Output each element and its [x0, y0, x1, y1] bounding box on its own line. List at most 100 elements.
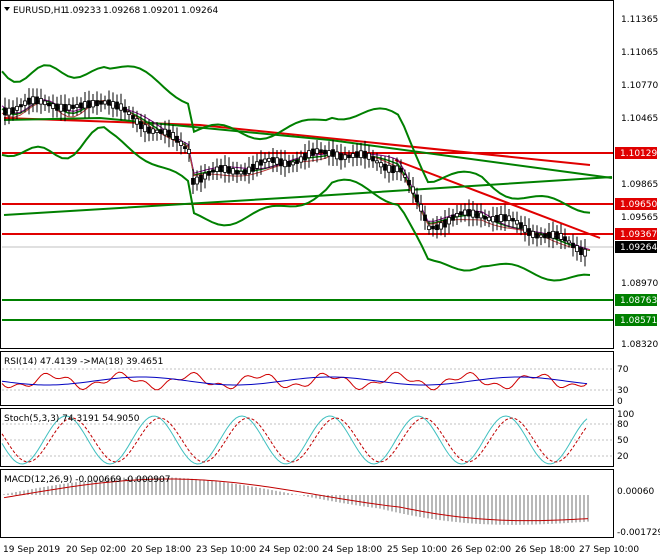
rsi-tick-0: 0	[617, 397, 623, 407]
candle	[239, 164, 243, 181]
candle-body	[539, 234, 543, 238]
candle	[567, 236, 571, 248]
candle-body	[563, 236, 567, 242]
main-price-plot[interactable]	[1, 64, 613, 321]
rsi-title: RSI(14) 47.4139 ->MA(18) 39.4651	[4, 357, 163, 367]
candle	[279, 149, 283, 175]
candle	[111, 92, 115, 118]
candle	[43, 94, 47, 111]
candle	[375, 152, 379, 171]
candle	[455, 205, 459, 226]
candle	[463, 203, 467, 222]
candle	[231, 161, 235, 181]
time-label: 20 Sep 18:00	[131, 545, 191, 555]
candle-body	[75, 104, 79, 108]
candle-body	[59, 103, 63, 112]
close-value: 1.09264	[181, 6, 218, 16]
candle	[271, 148, 275, 173]
candle	[519, 215, 523, 236]
candle-body	[239, 170, 243, 175]
candle	[31, 88, 35, 113]
candle	[427, 220, 431, 235]
candle	[275, 150, 279, 173]
candle-body	[235, 170, 239, 175]
rsi-plot[interactable]	[1, 368, 613, 391]
candle-body	[343, 154, 347, 160]
candle-body	[463, 209, 467, 216]
candle	[187, 141, 191, 162]
candle	[579, 240, 583, 263]
time-label: 26 Sep 02:00	[451, 545, 511, 555]
candle	[527, 218, 531, 246]
candle-body	[151, 128, 155, 134]
candle-body	[395, 165, 399, 173]
stoch-plot[interactable]	[1, 415, 613, 465]
candle-body	[515, 219, 519, 225]
candle	[359, 142, 363, 166]
candle	[479, 203, 483, 228]
price-tick: 1.11365	[621, 15, 658, 25]
candle	[447, 207, 451, 234]
candle	[475, 203, 479, 226]
price-tick: 1.09565	[621, 213, 658, 223]
candle	[559, 223, 563, 249]
candle	[103, 95, 107, 110]
candle	[363, 140, 367, 169]
candle-body	[51, 103, 55, 109]
triangle-down-icon[interactable]	[4, 7, 10, 11]
candle	[199, 165, 203, 192]
candle	[399, 159, 403, 181]
candle-body	[67, 104, 71, 111]
candle	[319, 142, 323, 161]
candle-body	[399, 167, 403, 173]
candle-body	[403, 174, 407, 178]
candle	[495, 207, 499, 231]
candle	[179, 132, 183, 155]
candle	[351, 144, 355, 167]
candle	[23, 93, 27, 113]
candle	[195, 170, 199, 191]
candle	[411, 177, 415, 203]
candle-body	[427, 225, 431, 230]
candle-body	[491, 216, 495, 223]
candle-body	[247, 166, 251, 174]
candle	[467, 199, 471, 227]
candle-body	[391, 165, 395, 174]
candle-body	[483, 215, 487, 220]
candle	[471, 201, 475, 227]
macd-plot[interactable]	[3, 477, 589, 525]
candle-body	[571, 242, 575, 248]
candle-body	[527, 228, 531, 236]
candle-body	[79, 102, 83, 109]
candle	[35, 88, 39, 113]
candle-body	[531, 230, 535, 238]
candle-body	[187, 148, 191, 154]
stoch-signal-line	[1, 417, 588, 463]
candle-body	[471, 209, 475, 218]
candle	[47, 96, 51, 113]
price-tick: 1.10770	[621, 81, 658, 91]
candle	[439, 216, 443, 236]
candle-body	[211, 169, 215, 173]
candle	[19, 98, 23, 114]
candle	[163, 120, 167, 144]
candle-body	[579, 247, 583, 255]
candle-body	[287, 161, 291, 167]
candle	[243, 162, 247, 182]
candle	[311, 142, 315, 162]
candle-body	[35, 96, 39, 105]
candle	[535, 225, 539, 247]
candle	[483, 209, 487, 226]
candle-body	[31, 96, 35, 105]
candle-body	[519, 222, 523, 229]
candle	[391, 157, 395, 181]
price-tick: 1.10465	[621, 114, 658, 124]
candle-body	[99, 100, 103, 105]
bollinger-upper	[1, 64, 591, 214]
stoch-tick-100: 100	[617, 410, 634, 420]
candle	[523, 216, 527, 242]
stoch-tick-20: 20	[617, 452, 629, 462]
stoch-tick-50: 50	[617, 436, 629, 446]
